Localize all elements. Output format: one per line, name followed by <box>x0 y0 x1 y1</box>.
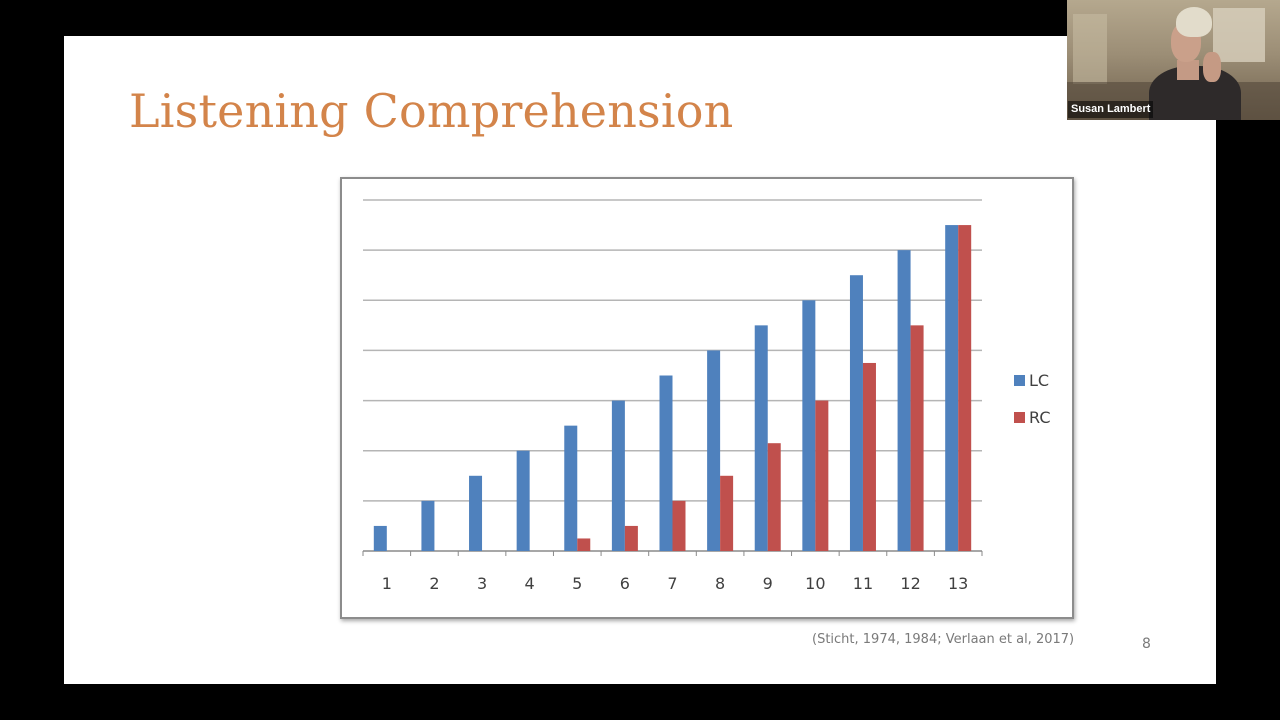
bar-rc-13 <box>958 225 972 552</box>
legend-label-lc: LC <box>1029 370 1050 390</box>
bar-lc-2 <box>421 500 435 551</box>
bar-rc-6 <box>624 525 638 551</box>
x-tick-label: 2 <box>429 574 439 593</box>
bar-lc-7 <box>659 375 673 551</box>
presentation-slide: Listening Comprehension 1 2 3 4 5 6 7 8 9 10 11 12 1… <box>64 36 1216 684</box>
legend-swatch-lc <box>1014 374 1025 386</box>
x-tick-label: 13 <box>948 574 968 593</box>
bar-chart: 1 2 3 4 5 6 7 8 9 10 11 12 13 <box>362 199 983 593</box>
x-tick-label: 5 <box>572 574 582 593</box>
x-tick-label: 8 <box>715 574 725 593</box>
x-tick-label: 9 <box>763 574 773 593</box>
participant-video-tile[interactable]: Susan Lambert <box>1067 0 1280 120</box>
bar-rc-5 <box>577 538 591 551</box>
slide-title: Listening Comprehension <box>129 84 734 138</box>
bar-lc-3 <box>469 475 483 551</box>
bar-lc-8 <box>707 350 721 551</box>
x-tick-label: 7 <box>667 574 677 593</box>
participant-name-label: Susan Lambert <box>1068 101 1154 118</box>
participant-neck <box>1177 60 1199 80</box>
slide-page-number: 8 <box>1142 636 1151 652</box>
bar-lc-5 <box>564 425 578 551</box>
legend-swatch-rc <box>1014 411 1025 423</box>
bar-rc-12 <box>910 325 924 551</box>
x-tick-label: 10 <box>805 574 825 593</box>
x-tick-label: 6 <box>620 574 630 593</box>
bar-rc-10 <box>815 400 829 551</box>
bar-lc-6 <box>611 400 625 551</box>
bar-rc-9 <box>767 443 781 551</box>
bar-lc-12 <box>897 250 911 551</box>
x-tick-label: 4 <box>525 574 535 593</box>
video-background-window <box>1213 8 1265 62</box>
x-tick-label: 12 <box>900 574 920 593</box>
x-tick-label: 11 <box>853 574 873 593</box>
bar-lc-11 <box>849 275 863 551</box>
participant-hand <box>1203 52 1221 82</box>
chart-frame: 1 2 3 4 5 6 7 8 9 10 11 12 13 LC RC <box>340 177 1074 619</box>
bar-rc-11 <box>862 362 876 551</box>
bar-rc-7 <box>672 500 686 551</box>
video-background-window-left <box>1073 14 1107 84</box>
x-tick-label: 3 <box>477 574 487 593</box>
chart-legend: LC RC <box>1014 369 1051 443</box>
x-tick-label: 1 <box>382 574 392 593</box>
bar-lc-1 <box>373 525 387 551</box>
bar-lc-4 <box>516 450 530 551</box>
bar-lc-9 <box>754 325 768 551</box>
bar-rc-8 <box>720 475 734 551</box>
bar-lc-13 <box>945 225 959 552</box>
legend-item-rc: RC <box>1014 406 1051 428</box>
bar-lc-10 <box>802 300 816 551</box>
participant-hair <box>1176 7 1212 37</box>
slide-citation: (Sticht, 1974, 1984; Verlaan et al, 2017… <box>812 632 1075 647</box>
legend-item-lc: LC <box>1014 369 1051 391</box>
legend-label-rc: RC <box>1029 407 1051 427</box>
